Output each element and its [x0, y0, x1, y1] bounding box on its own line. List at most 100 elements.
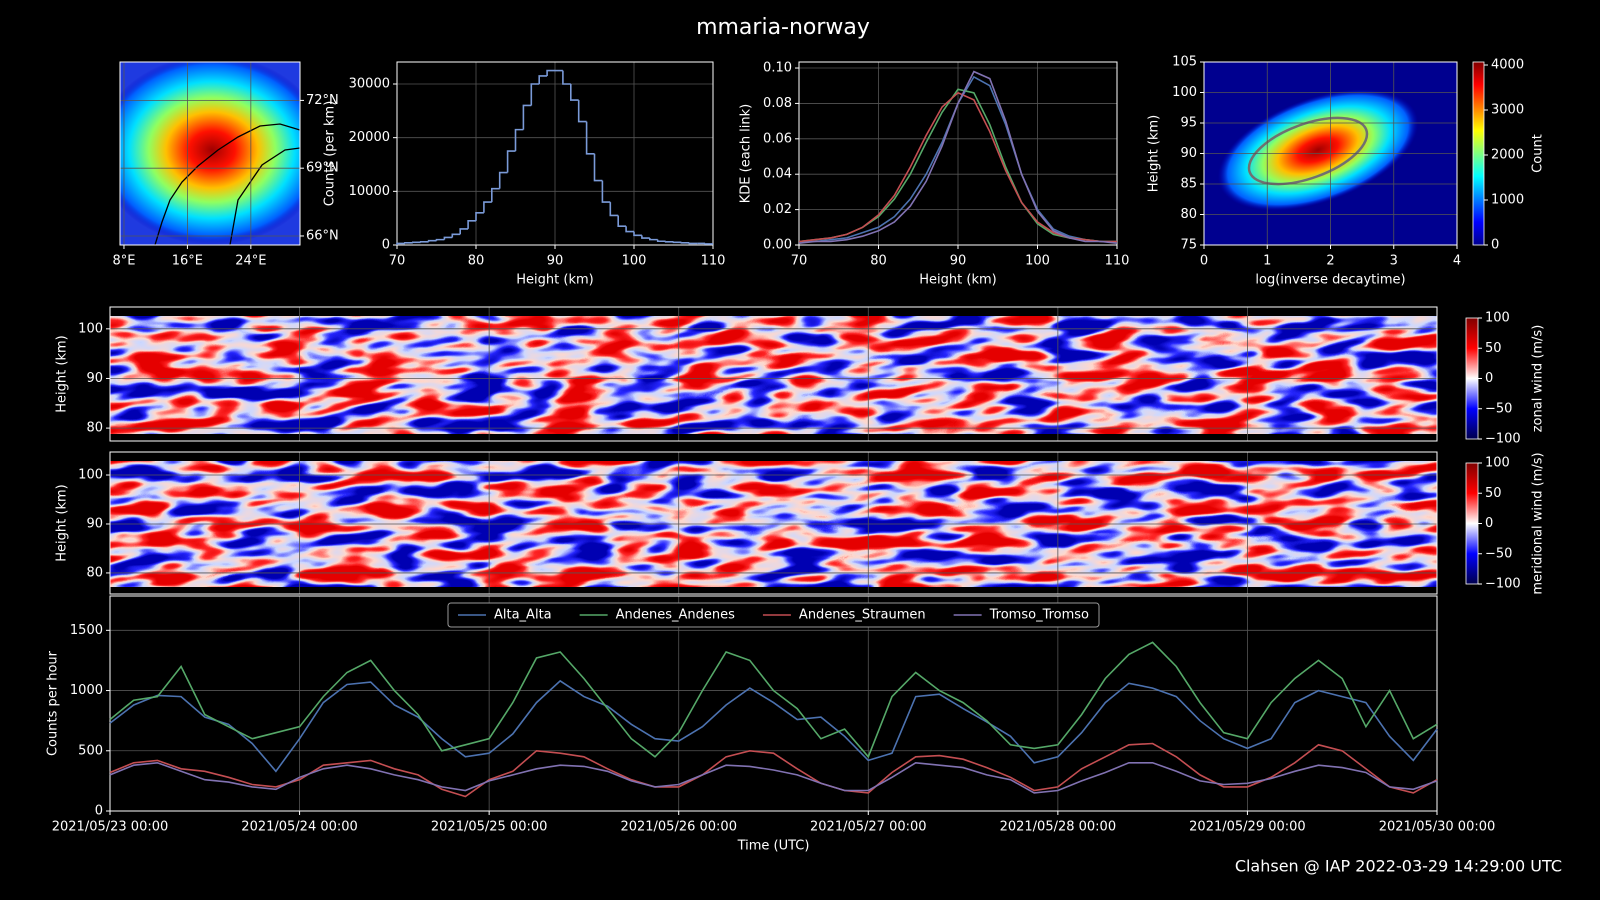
histogram-step	[451, 233, 461, 238]
histogram-step	[641, 235, 650, 239]
x-tick-label: 0	[1200, 254, 1208, 269]
legend-label: Andenes_Andenes	[616, 608, 736, 623]
figure-title: mmaria-norway	[696, 15, 870, 40]
y-tick-label: 0.10	[763, 61, 792, 76]
histogram-step	[435, 238, 445, 241]
y-tick-label: 105	[1172, 55, 1197, 70]
colorbar-tick-label: −50	[1485, 401, 1512, 416]
x-tick-label: 1	[1263, 254, 1271, 269]
x-tick-label: 70	[389, 254, 406, 269]
y-tick-label: 20000	[349, 130, 390, 145]
y-tick-label: 0	[382, 238, 390, 253]
y-tick-label: 100	[78, 321, 103, 336]
series-line	[109, 641, 1438, 759]
density-blob	[1217, 89, 1419, 211]
y-axis-label: KDE (each link)	[739, 104, 754, 204]
histogram-step	[427, 239, 437, 242]
x-axis-label: log(inverse decaytime)	[1255, 273, 1405, 288]
histogram-step	[396, 242, 405, 245]
histogram-step	[491, 187, 500, 203]
colorbar-label: meridional wind (m/s)	[1531, 452, 1546, 594]
colorbar	[1465, 462, 1479, 585]
y-tick-label: 1500	[70, 623, 103, 638]
histogram-step	[570, 84, 579, 101]
x-tick-label: 80	[468, 254, 485, 269]
y-tick-label: 90	[86, 371, 103, 386]
x-tick-label: 2021/05/24 00:00	[241, 820, 358, 835]
colorbar	[1465, 317, 1479, 440]
axes-frame	[1203, 61, 1458, 246]
histogram-step	[688, 242, 698, 245]
legend-label: Tromso_Tromso	[989, 608, 1089, 623]
legend-label: Andenes_Straumen	[799, 608, 926, 623]
y-tick-label: 75	[1180, 238, 1197, 253]
no-data-bottom	[110, 434, 1437, 441]
y-tick-label: 66°N	[306, 228, 339, 243]
colorbar-label: Count	[1531, 134, 1546, 173]
colorbar-tick-label: 3000	[1491, 103, 1524, 118]
histogram-step	[680, 242, 690, 244]
x-tick-label: 24°E	[235, 254, 266, 269]
histogram-step	[419, 240, 429, 243]
y-tick-label: 80	[86, 565, 103, 580]
colorbar	[1472, 61, 1485, 246]
colorbar-tick-label: 4000	[1491, 58, 1524, 73]
colorbar-tick-label: 50	[1485, 341, 1502, 356]
x-axis-label: Height (km)	[516, 273, 593, 288]
y-tick-label: 100	[78, 468, 103, 483]
x-tick-label: 2021/05/26 00:00	[620, 820, 737, 835]
histogram-step	[672, 241, 682, 244]
y-axis-label: Counts per hour	[46, 650, 61, 756]
histogram-step	[664, 240, 674, 243]
histogram-step	[704, 243, 713, 245]
axes-frame	[109, 306, 1438, 442]
y-tick-label: 85	[1180, 177, 1197, 192]
histogram-step	[522, 104, 532, 130]
histogram-step	[546, 69, 555, 76]
histogram-step	[467, 220, 476, 229]
histogram-step	[475, 212, 484, 221]
y-tick-label: 500	[78, 743, 103, 758]
y-axis-label: Height (km)	[55, 484, 70, 561]
x-tick-label: 2	[1326, 254, 1334, 269]
histogram-step	[656, 239, 666, 243]
x-tick-label: 90	[547, 254, 564, 269]
histogram-step	[633, 231, 642, 237]
map-density	[120, 62, 300, 245]
y-tick-label: 80	[1180, 207, 1197, 222]
x-tick-label: 16°E	[172, 254, 203, 269]
x-tick-label: 90	[950, 254, 967, 269]
axes-frame	[109, 451, 1438, 595]
y-axis-label: Height (km)	[1147, 115, 1162, 192]
colorbar-tick-label: 100	[1485, 311, 1510, 326]
colorbar-tick-label: 0	[1491, 238, 1499, 253]
y-tick-label: 0.02	[763, 202, 792, 217]
histogram-step	[625, 226, 634, 233]
y-tick-label: 95	[1180, 116, 1197, 131]
colorbar-tick-label: −50	[1485, 546, 1512, 561]
histogram-step	[514, 128, 524, 152]
histogram-step	[649, 238, 658, 241]
x-tick-label: 2021/05/27 00:00	[810, 820, 927, 835]
x-tick-label: 2021/05/29 00:00	[1189, 820, 1306, 835]
x-tick-label: 110	[1105, 254, 1130, 269]
y-tick-label: 100	[1172, 85, 1197, 100]
histogram-step	[609, 202, 619, 217]
histogram-step	[538, 75, 548, 85]
histogram-step	[483, 201, 492, 213]
y-tick-label: 30000	[349, 77, 390, 92]
y-tick-label: 90	[1180, 146, 1197, 161]
series-line	[109, 761, 1438, 794]
y-tick-label: 0.04	[763, 167, 792, 182]
axes-frame	[119, 61, 301, 246]
x-tick-label: 3	[1390, 254, 1398, 269]
x-axis-label: Time (UTC)	[737, 839, 810, 854]
footer: Clahsen @ IAP 2022-03-29 14:29:00 UTC	[1235, 857, 1562, 876]
wind-texture	[110, 307, 1437, 441]
x-tick-label: 70	[791, 254, 808, 269]
histogram-step	[498, 171, 508, 189]
wind-texture	[110, 452, 1437, 594]
histogram-step	[530, 83, 540, 106]
colorbar-label: zonal wind (m/s)	[1531, 325, 1546, 433]
